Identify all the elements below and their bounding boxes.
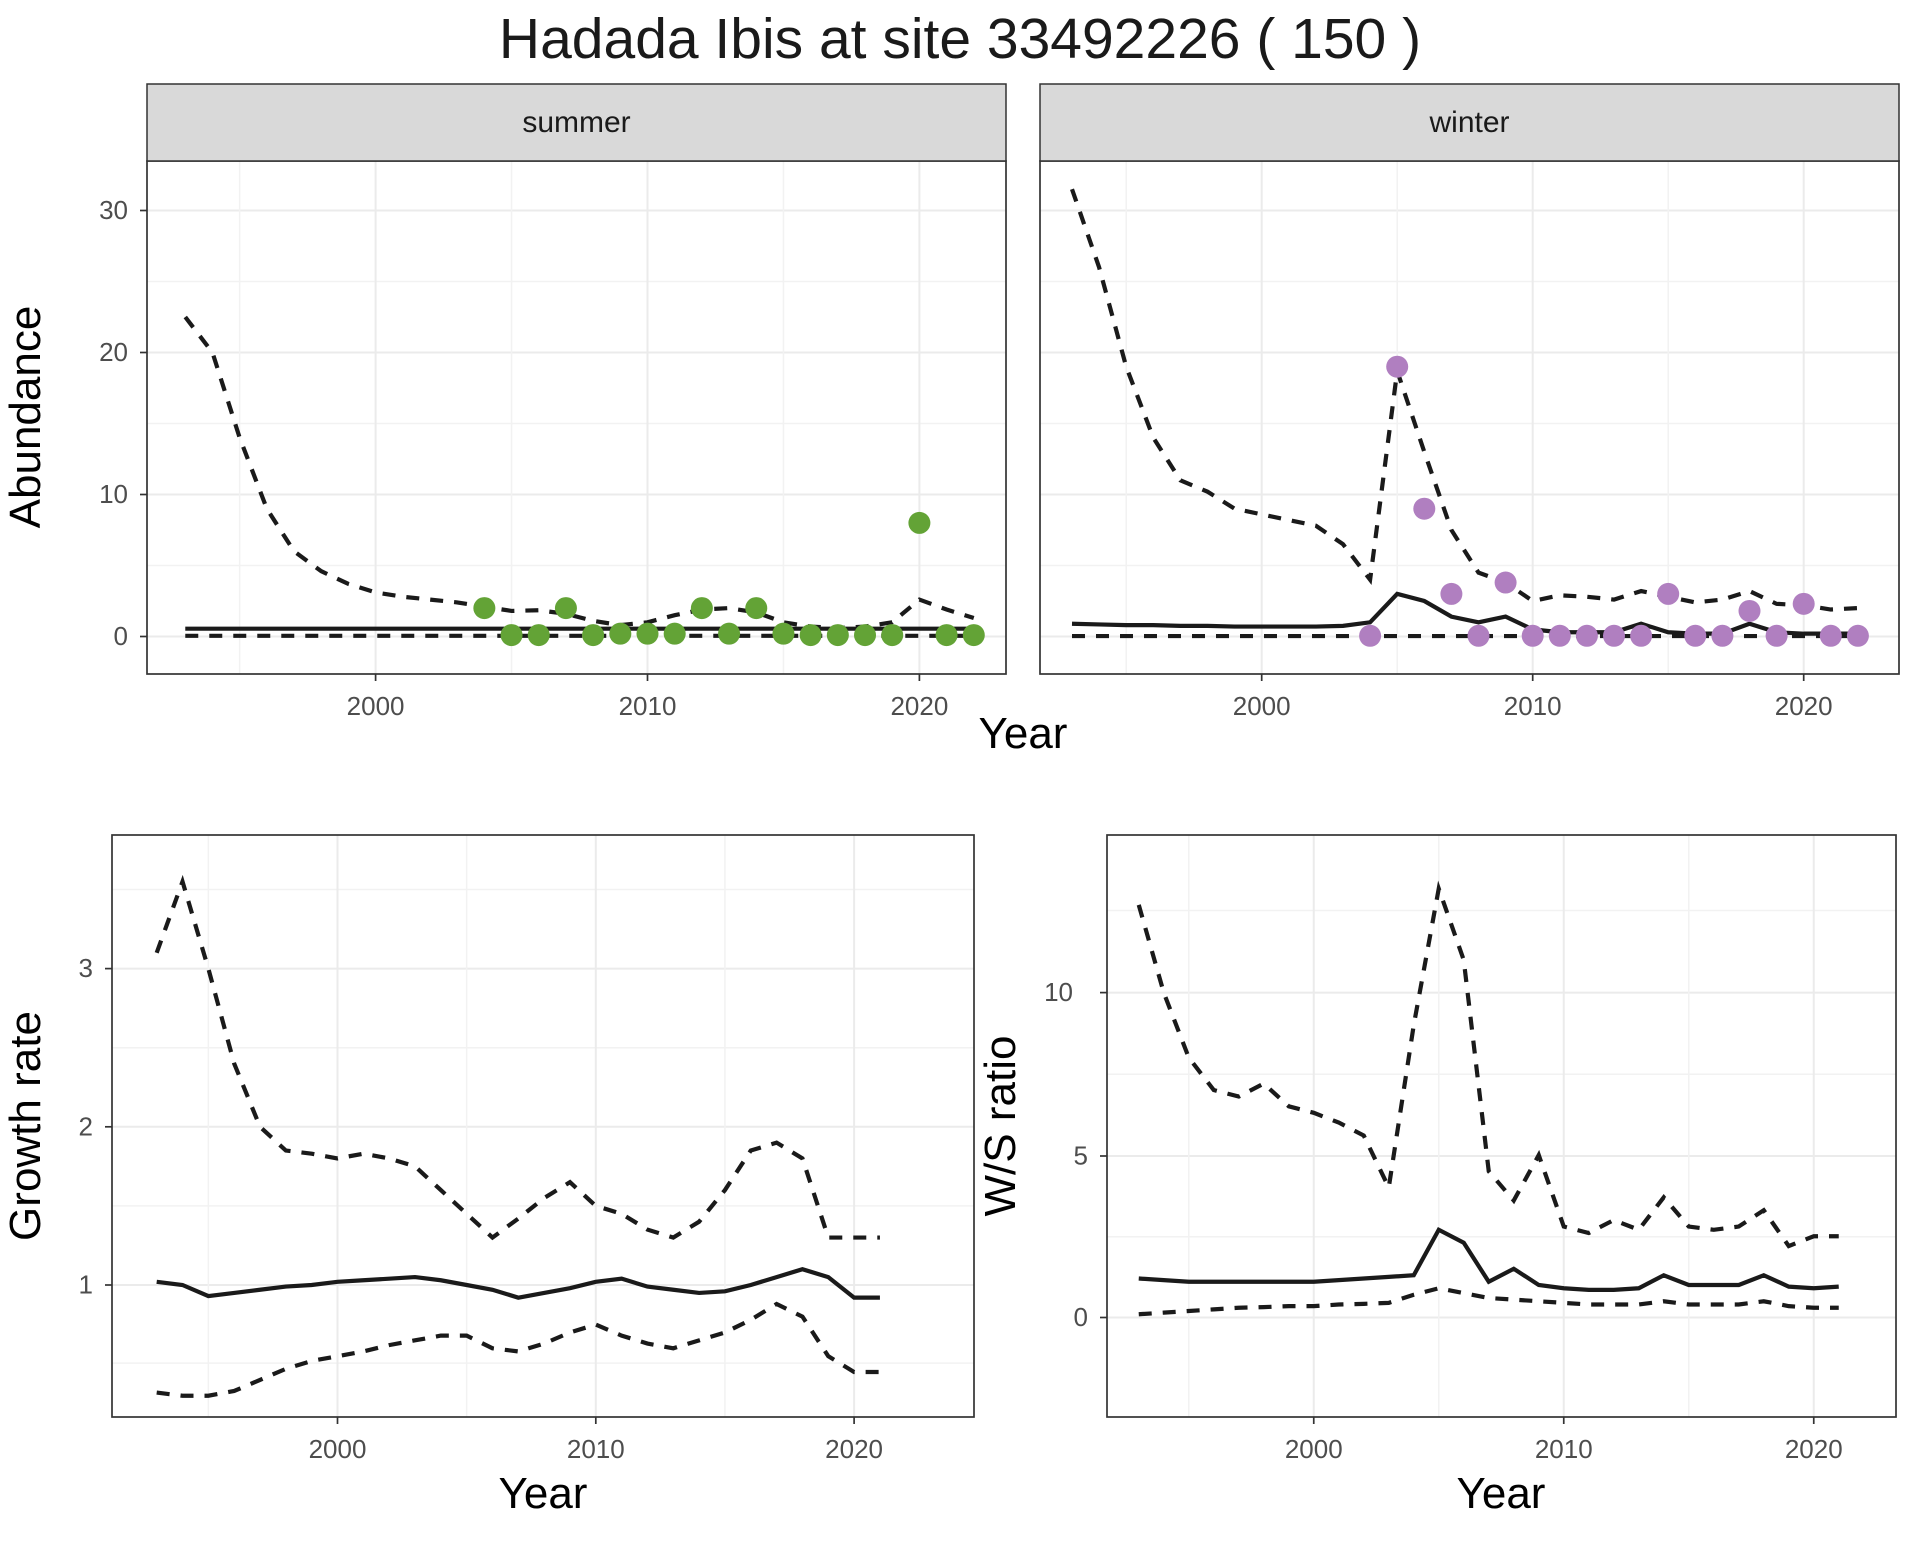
svg-text:2020: 2020 [890, 691, 948, 721]
svg-text:W/S ratio: W/S ratio [976, 1036, 1025, 1217]
svg-text:10: 10 [99, 479, 128, 509]
svg-text:0: 0 [114, 621, 128, 651]
svg-text:2020: 2020 [1785, 1434, 1843, 1464]
svg-text:2010: 2010 [619, 691, 677, 721]
svg-text:2000: 2000 [1233, 691, 1291, 721]
svg-text:10: 10 [1044, 977, 1073, 1007]
svg-text:2020: 2020 [825, 1434, 883, 1464]
svg-text:winter: winter [1428, 106, 1509, 139]
svg-text:2010: 2010 [1535, 1434, 1593, 1464]
svg-text:3: 3 [79, 953, 93, 983]
svg-text:Abundance: Abundance [1, 306, 50, 529]
svg-text:Year: Year [499, 1469, 588, 1518]
svg-text:2010: 2010 [567, 1434, 625, 1464]
svg-text:Year: Year [979, 709, 1068, 758]
svg-text:Growth rate: Growth rate [1, 1011, 50, 1241]
svg-text:5: 5 [1074, 1141, 1088, 1171]
svg-text:0: 0 [1074, 1302, 1088, 1332]
svg-text:30: 30 [99, 195, 128, 225]
svg-text:summer: summer [522, 106, 630, 139]
svg-text:2020: 2020 [1775, 691, 1833, 721]
svg-text:1: 1 [79, 1270, 93, 1300]
svg-text:2000: 2000 [1285, 1434, 1343, 1464]
svg-text:2000: 2000 [309, 1434, 367, 1464]
svg-text:Year: Year [1457, 1469, 1546, 1518]
svg-text:2010: 2010 [1504, 691, 1562, 721]
svg-text:2000: 2000 [347, 691, 405, 721]
svg-text:20: 20 [99, 337, 128, 367]
svg-text:2: 2 [79, 1111, 93, 1141]
